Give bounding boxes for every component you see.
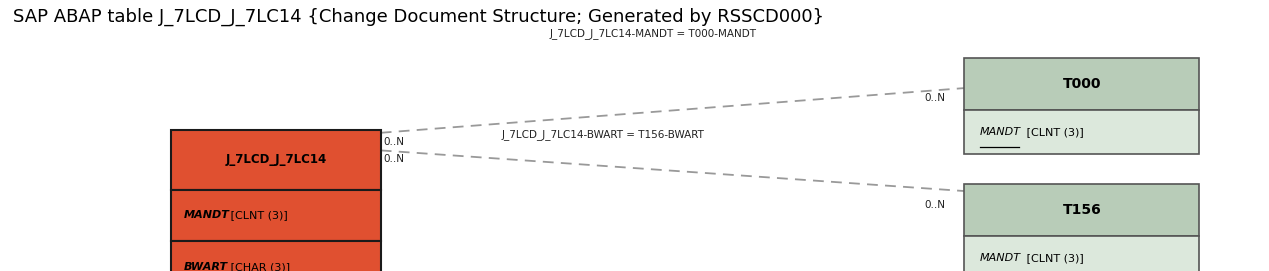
Bar — [171, 241, 381, 271]
Bar — [964, 110, 1199, 154]
Text: [CLNT (3)]: [CLNT (3)] — [1023, 253, 1084, 263]
Text: J_7LCD_J_7LC14-MANDT = T000-MANDT: J_7LCD_J_7LC14-MANDT = T000-MANDT — [549, 28, 758, 39]
Text: [CLNT (3)]: [CLNT (3)] — [227, 211, 288, 220]
Bar — [171, 190, 381, 241]
Text: BWART: BWART — [184, 262, 228, 271]
Bar — [964, 236, 1199, 271]
Text: SAP ABAP table J_7LCD_J_7LC14 {Change Document Structure; Generated by RSSCD000}: SAP ABAP table J_7LCD_J_7LC14 {Change Do… — [13, 8, 824, 26]
Text: MANDT: MANDT — [184, 211, 230, 220]
Text: T156: T156 — [1062, 203, 1101, 217]
Text: MANDT: MANDT — [980, 127, 1020, 137]
Text: 0..N: 0..N — [383, 137, 405, 147]
Bar — [171, 130, 381, 190]
Bar — [964, 58, 1199, 110]
Text: [CHAR (3)]: [CHAR (3)] — [227, 262, 291, 271]
Text: 0..N: 0..N — [383, 154, 405, 163]
Text: 0..N: 0..N — [924, 93, 945, 103]
Text: 0..N: 0..N — [924, 200, 945, 209]
Text: J_7LCD_J_7LC14: J_7LCD_J_7LC14 — [226, 153, 326, 166]
Text: MANDT: MANDT — [980, 253, 1020, 263]
Text: [CLNT (3)]: [CLNT (3)] — [1023, 127, 1084, 137]
Text: T000: T000 — [1062, 77, 1101, 91]
Text: J_7LCD_J_7LC14-BWART = T156-BWART: J_7LCD_J_7LC14-BWART = T156-BWART — [501, 129, 704, 140]
Bar — [964, 184, 1199, 236]
